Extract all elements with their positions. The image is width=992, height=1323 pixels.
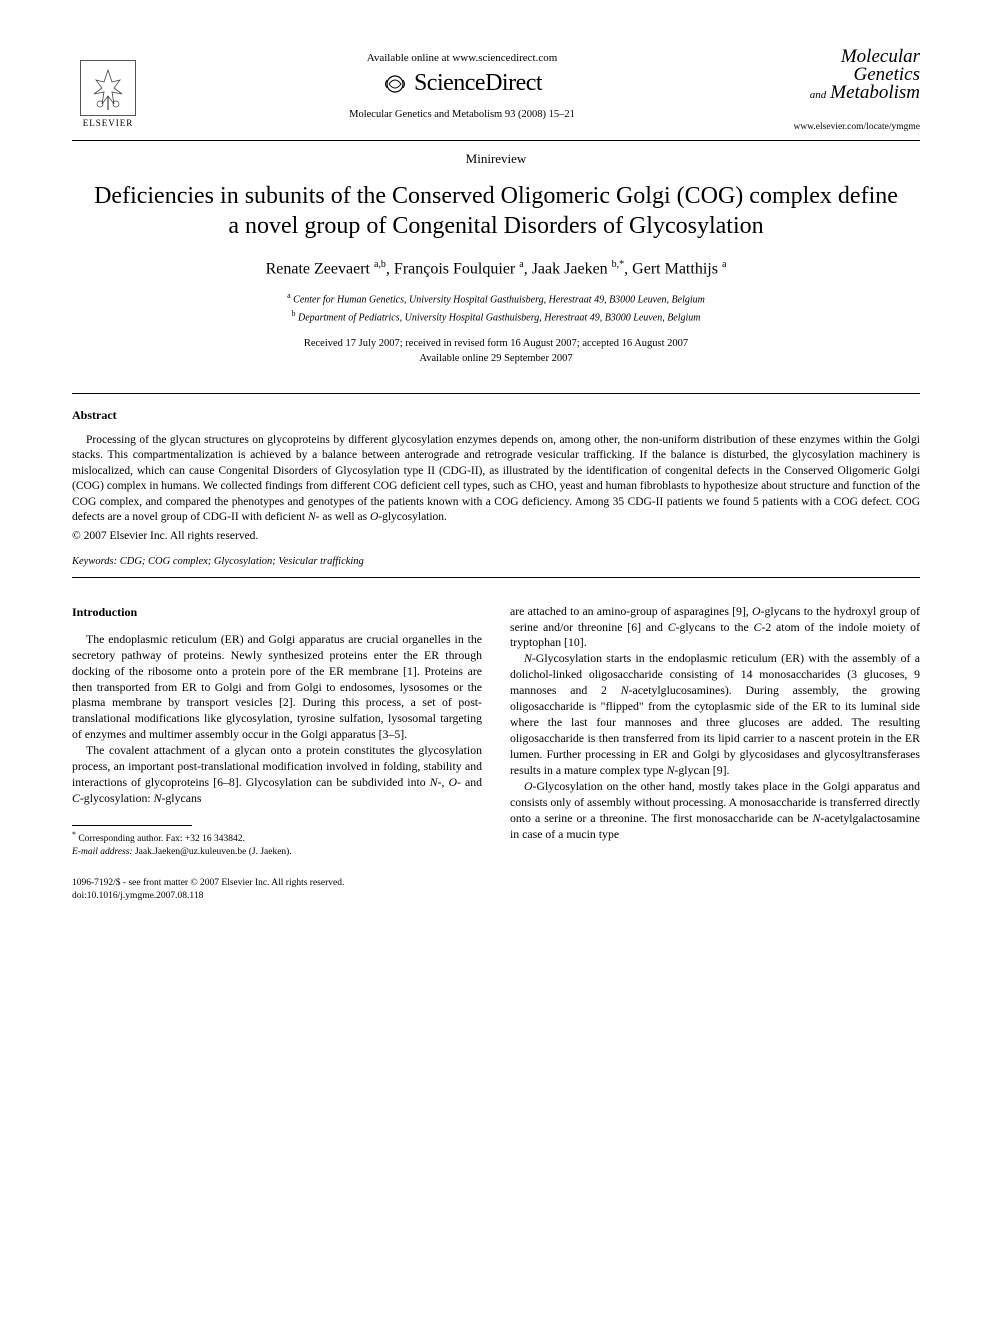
elsevier-label: ELSEVIER (83, 118, 134, 128)
affiliation-a: Center for Human Genetics, University Ho… (293, 295, 705, 306)
journal-logo-line1: Molecular Genetics (780, 48, 920, 84)
left-paragraph-1: The endoplasmic reticulum (ER) and Golgi… (72, 632, 482, 743)
abstract-top-rule (72, 393, 920, 394)
authors-line: Renate Zeevaert a,b, François Foulquier … (72, 259, 920, 278)
citation-line: Molecular Genetics and Metabolism 93 (20… (144, 109, 780, 120)
elsevier-logo: ELSEVIER (72, 48, 144, 128)
footnote-rule (72, 825, 192, 826)
article-title: Deficiencies in subunits of the Conserve… (92, 181, 900, 241)
email-address[interactable]: Jaak.Jaeken@uz.kuleuven.be (135, 847, 246, 857)
header-bar: ELSEVIER Available online at www.science… (72, 48, 920, 132)
introduction-heading: Introduction (72, 604, 482, 620)
journal-logo-and: and (810, 89, 827, 101)
abstract-copyright: © 2007 Elsevier Inc. All rights reserved… (72, 530, 920, 542)
journal-logo: Molecular Genetics and Metabolism www.el… (780, 48, 920, 132)
email-label: E-mail address: (72, 847, 133, 857)
right-paragraph-2: N-Glycosylation starts in the endoplasmi… (510, 651, 920, 778)
abstract-bottom-rule (72, 577, 920, 578)
right-paragraph-3: O-Glycosylation on the other hand, mostl… (510, 779, 920, 843)
affiliation-b: Department of Pediatrics, University Hos… (298, 312, 701, 323)
body-columns: Introduction The endoplasmic reticulum (… (72, 604, 920, 903)
footer-block: 1096-7192/$ - see front matter © 2007 El… (72, 877, 482, 903)
journal-logo-line2: Metabolism (830, 82, 920, 103)
section-label: Minireview (72, 151, 920, 167)
keywords-line: Keywords: CDG; COG complex; Glycosylatio… (72, 556, 920, 567)
journal-url: www.elsevier.com/locate/ymgme (780, 122, 920, 132)
doi-line: doi:10.1016/j.ymgme.2007.08.118 (72, 890, 482, 903)
dates-line1: Received 17 July 2007; received in revis… (72, 337, 920, 352)
right-paragraph-1: are attached to an amino-group of aspara… (510, 604, 920, 652)
sciencedirect-text: ScienceDirect (414, 70, 542, 97)
article-dates: Received 17 July 2007; received in revis… (72, 337, 920, 366)
available-online-text: Available online at www.sciencedirect.co… (144, 52, 780, 64)
left-column: Introduction The endoplasmic reticulum (… (72, 604, 482, 903)
email-name: (J. Jaeken). (249, 847, 292, 857)
left-paragraph-2: The covalent attachment of a glycan onto… (72, 743, 482, 807)
keywords-label: Keywords: (72, 556, 117, 567)
keywords-values: CDG; COG complex; Glycosylation; Vesicul… (120, 556, 364, 567)
corr-author-text: Corresponding author. Fax: +32 16 343842… (78, 834, 245, 844)
header-rule (72, 140, 920, 141)
corresponding-footnote: * Corresponding author. Fax: +32 16 3438… (72, 830, 482, 859)
affiliations: a Center for Human Genetics, University … (72, 290, 920, 325)
sciencedirect-icon (382, 71, 408, 97)
dates-line2: Available online 29 September 2007 (72, 352, 920, 367)
elsevier-tree-icon (80, 60, 136, 116)
issn-line: 1096-7192/$ - see front matter © 2007 El… (72, 877, 482, 890)
header-center: Available online at www.sciencedirect.co… (144, 48, 780, 120)
abstract-text: Processing of the glycan structures on g… (72, 433, 920, 526)
right-column: are attached to an amino-group of aspara… (510, 604, 920, 903)
abstract-heading: Abstract (72, 408, 920, 423)
sciencedirect-brand: ScienceDirect (144, 70, 780, 97)
